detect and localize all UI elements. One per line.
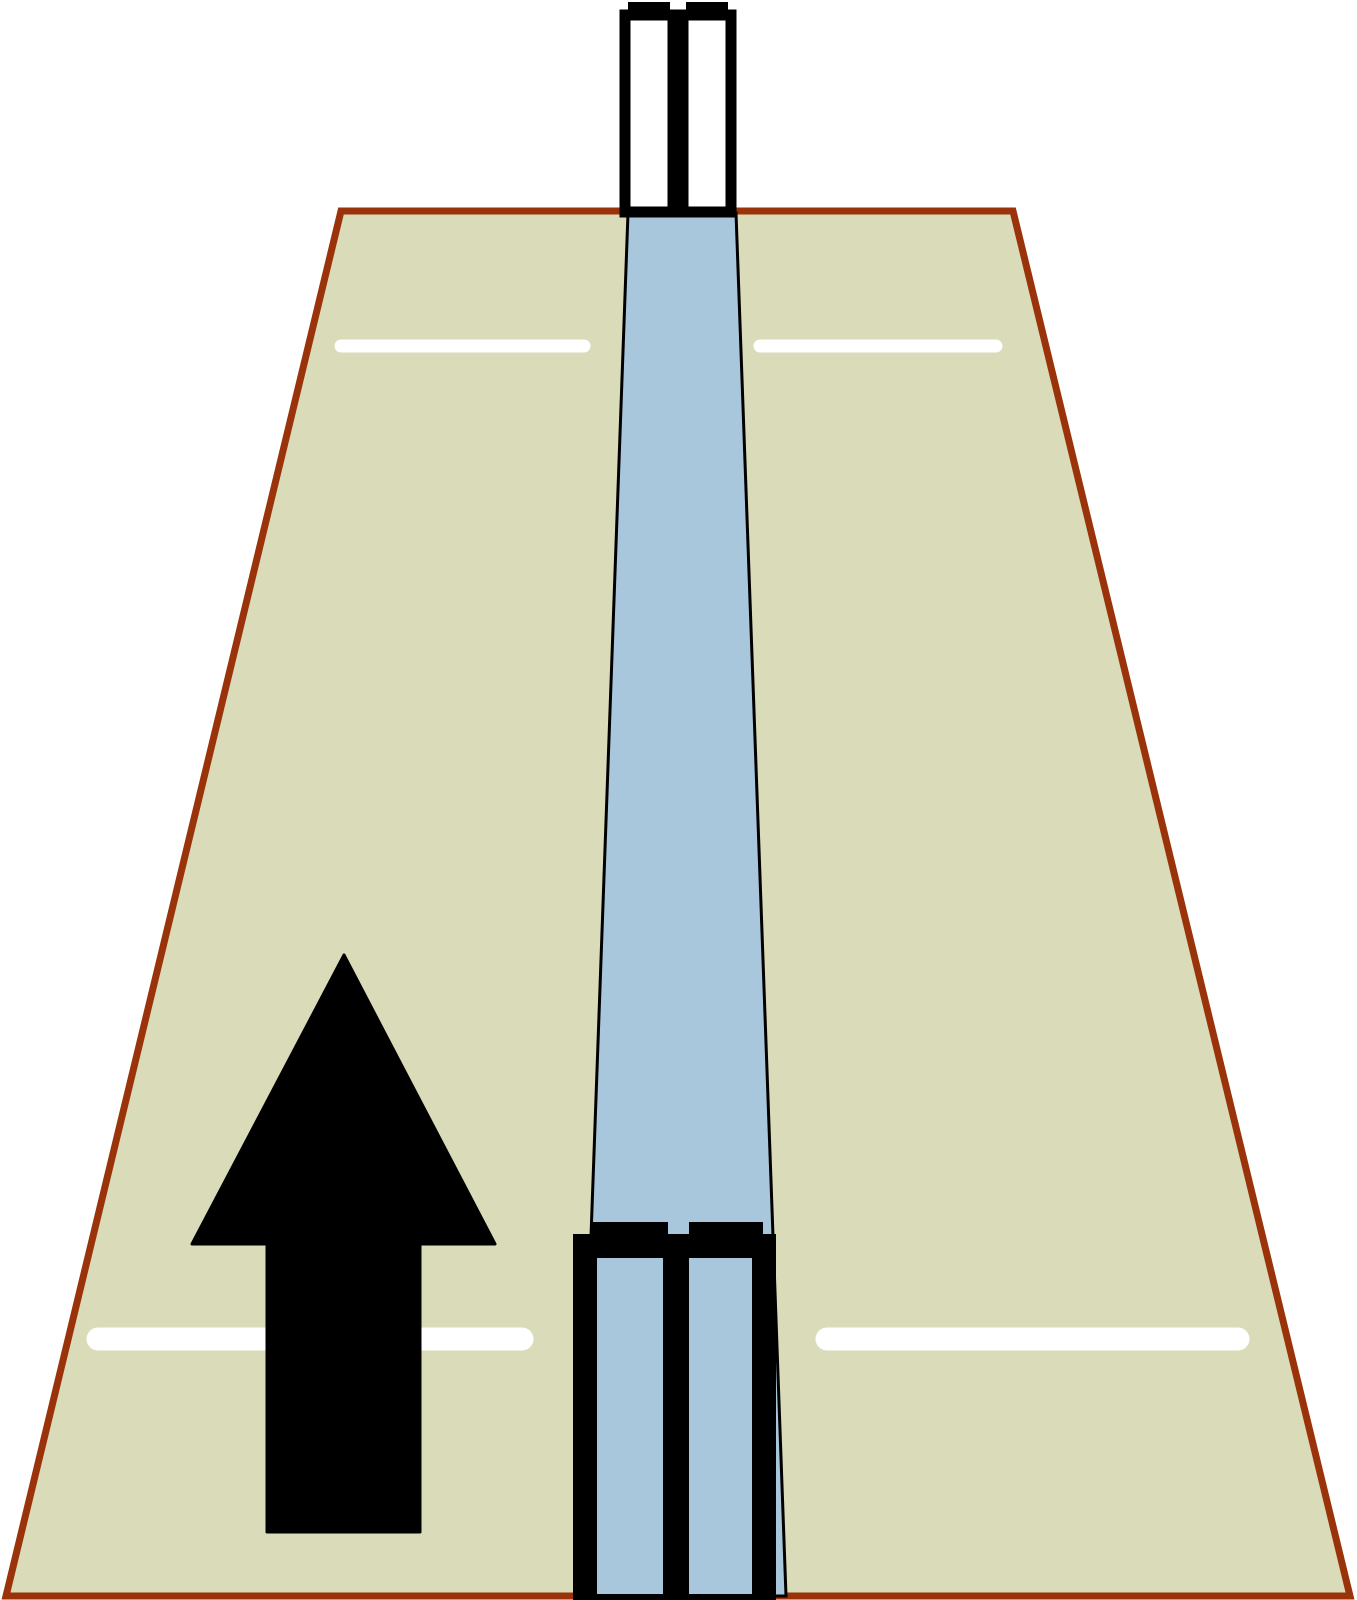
up-arrow	[190, 953, 497, 1534]
far-stumps	[619, 2, 737, 218]
near-stumps	[573, 1222, 776, 1600]
